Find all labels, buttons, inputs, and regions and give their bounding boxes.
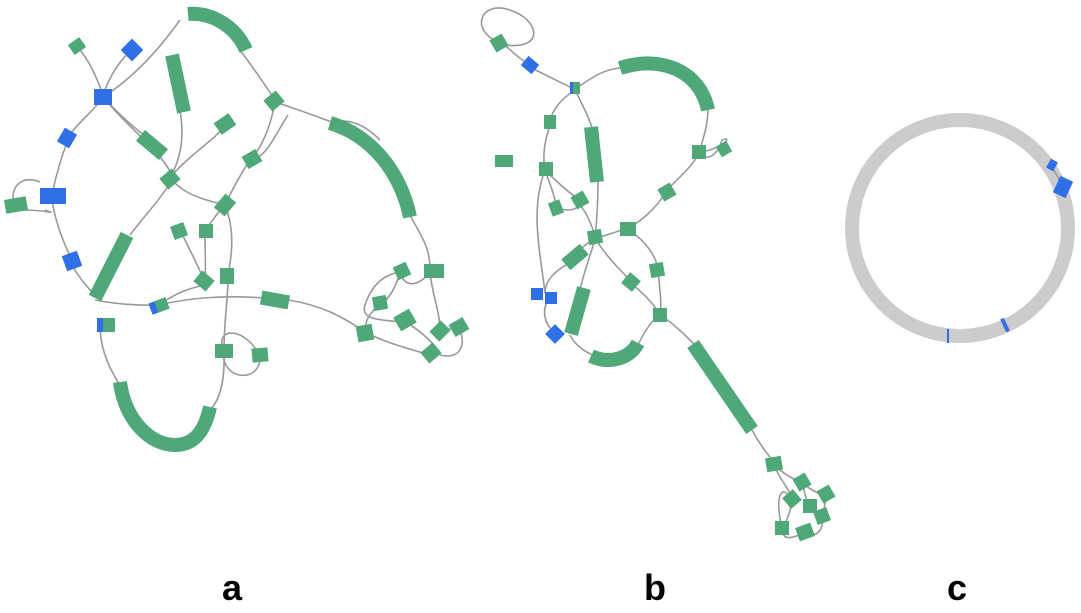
node bbox=[263, 90, 285, 112]
node bbox=[620, 222, 636, 236]
node bbox=[570, 190, 590, 210]
node bbox=[653, 308, 667, 322]
highlighted-node bbox=[545, 292, 557, 304]
highlighted-node bbox=[1046, 158, 1058, 172]
node bbox=[561, 243, 589, 271]
node bbox=[220, 268, 234, 284]
node bbox=[199, 224, 213, 238]
highlighted-node bbox=[947, 329, 949, 343]
node bbox=[170, 222, 188, 240]
node bbox=[539, 162, 553, 176]
panel-a-nodes bbox=[3, 37, 470, 364]
highlighted-node bbox=[94, 89, 112, 105]
node bbox=[621, 272, 641, 292]
node bbox=[371, 294, 389, 312]
node bbox=[813, 507, 831, 525]
node bbox=[159, 168, 181, 190]
node bbox=[392, 261, 412, 281]
highlighted-node bbox=[1000, 317, 1010, 333]
circular-contig bbox=[845, 113, 1075, 343]
panel-label-a: a bbox=[222, 567, 243, 608]
segment bbox=[165, 53, 191, 114]
node bbox=[355, 323, 375, 343]
node bbox=[215, 344, 233, 358]
node bbox=[795, 522, 815, 542]
segment bbox=[584, 126, 604, 183]
node bbox=[136, 129, 168, 161]
node bbox=[67, 37, 87, 55]
node bbox=[241, 148, 263, 170]
panel-label-c: c bbox=[947, 567, 968, 608]
panel-c-graph bbox=[845, 113, 1075, 343]
panel-b-long-segments bbox=[564, 56, 758, 434]
highlighted-node bbox=[56, 127, 78, 149]
panel-a-graph bbox=[3, 6, 470, 453]
node bbox=[489, 33, 509, 53]
panel-b-nodes bbox=[489, 33, 836, 542]
panel-b-highlighted-nodes bbox=[520, 55, 580, 344]
node bbox=[495, 155, 513, 167]
node bbox=[782, 489, 802, 509]
node bbox=[251, 347, 269, 363]
node bbox=[803, 499, 817, 513]
node bbox=[775, 521, 789, 535]
highlighted-node bbox=[61, 250, 83, 272]
segment bbox=[564, 286, 591, 336]
segment bbox=[687, 340, 758, 434]
segment bbox=[588, 339, 645, 367]
node bbox=[429, 320, 451, 342]
node bbox=[792, 472, 812, 492]
node bbox=[259, 290, 291, 310]
panel-b-graph bbox=[480, 7, 836, 542]
panel-a-long-segments bbox=[88, 6, 417, 453]
segment bbox=[327, 116, 417, 219]
node bbox=[586, 228, 604, 246]
segment bbox=[88, 231, 134, 302]
segment bbox=[617, 56, 715, 112]
node bbox=[213, 113, 237, 135]
highlighted-node bbox=[531, 288, 543, 300]
panel-label-b: b bbox=[644, 567, 666, 608]
highlighted-node bbox=[40, 188, 66, 204]
highlighted-node bbox=[1052, 175, 1074, 199]
node bbox=[764, 455, 784, 473]
segment bbox=[187, 6, 253, 54]
node bbox=[692, 145, 706, 159]
node bbox=[657, 182, 677, 202]
node bbox=[3, 196, 29, 214]
node bbox=[448, 316, 470, 338]
node bbox=[193, 270, 215, 292]
node bbox=[213, 193, 237, 217]
node bbox=[715, 140, 733, 158]
node bbox=[816, 484, 836, 504]
highlighted-node bbox=[545, 324, 565, 344]
segment bbox=[113, 380, 217, 453]
panel-a-edges bbox=[12, 19, 464, 411]
node bbox=[648, 261, 666, 279]
highlighted-node bbox=[520, 55, 540, 75]
node bbox=[547, 199, 565, 217]
node bbox=[393, 308, 417, 332]
node bbox=[420, 342, 442, 364]
node bbox=[424, 264, 444, 278]
